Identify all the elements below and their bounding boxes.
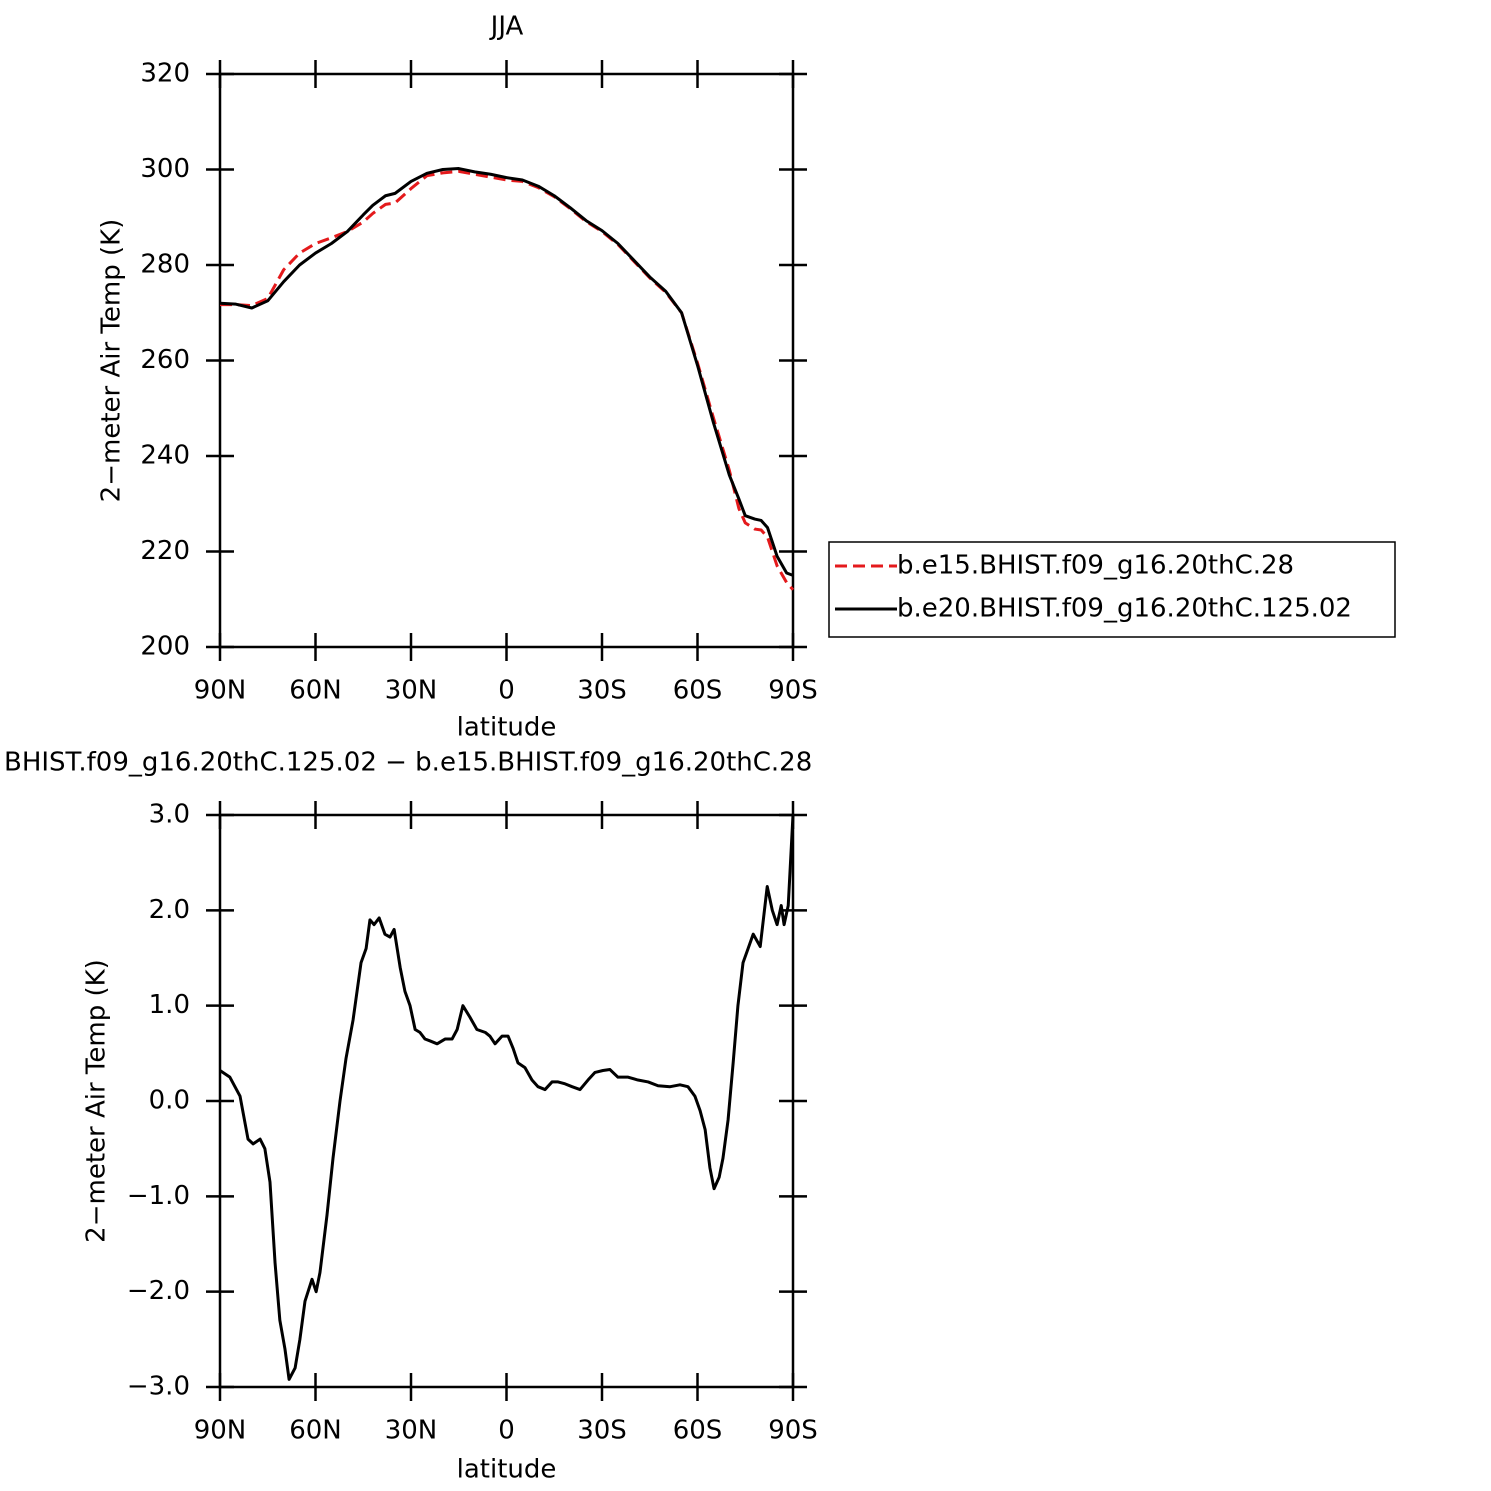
y-tick-label: −3.0 [127, 1372, 190, 1402]
x-tick-label: 0 [498, 676, 515, 706]
y-tick-label: 0.0 [149, 1086, 190, 1116]
line-series [219, 167, 794, 577]
x-tick-label: 0 [498, 1416, 515, 1446]
y-tick-label: 220 [140, 536, 190, 566]
y-tick-label: 280 [140, 250, 190, 280]
y-tick-label: 200 [140, 632, 190, 662]
y-tick-label: 3.0 [149, 800, 190, 830]
y-tick-label: 2.0 [149, 895, 190, 925]
y-axis-label: 2−meter Air Temp (K) [82, 959, 112, 1243]
plot-frame [218, 72, 795, 649]
x-tick-label: 30S [577, 1416, 627, 1446]
x-tick-label: 60N [289, 1416, 342, 1446]
x-tick-label: 30N [385, 1416, 438, 1446]
x-tick-label: 90N [194, 676, 247, 706]
x-axis-label: latitude [457, 1455, 557, 1485]
x-tick-label: 30S [577, 676, 627, 706]
y-tick-label: 320 [140, 59, 190, 89]
legend-box [828, 541, 1396, 638]
x-tick-label: 60S [673, 676, 723, 706]
x-tick-label: 90S [768, 676, 818, 706]
y-axis-label: 2−meter Air Temp (K) [97, 219, 127, 503]
x-tick-label: 60N [289, 676, 342, 706]
legend-label: b.e15.BHIST.f09_g16.20thC.28 [897, 551, 1294, 581]
chart-title: BHIST.f09_g16.20thC.125.02 − b.e15.BHIST… [4, 748, 812, 778]
plot-frame [218, 813, 795, 1389]
y-tick-label: 1.0 [149, 990, 190, 1020]
y-tick-label: 240 [140, 441, 190, 471]
y-tick-label: −1.0 [127, 1181, 190, 1211]
y-tick-label: −2.0 [127, 1276, 190, 1306]
y-tick-label: 260 [140, 345, 190, 375]
line-series [219, 814, 795, 1381]
chart-title: JJA [489, 12, 524, 42]
line-series [220, 169, 795, 591]
x-tick-label: 30N [385, 676, 438, 706]
x-tick-label: 90S [768, 1416, 818, 1446]
x-tick-label: 60S [673, 1416, 723, 1446]
x-axis-label: latitude [457, 713, 557, 743]
x-tick-label: 90N [194, 1416, 247, 1446]
y-tick-label: 300 [140, 154, 190, 184]
legend-label: b.e20.BHIST.f09_g16.20thC.125.02 [897, 594, 1352, 624]
